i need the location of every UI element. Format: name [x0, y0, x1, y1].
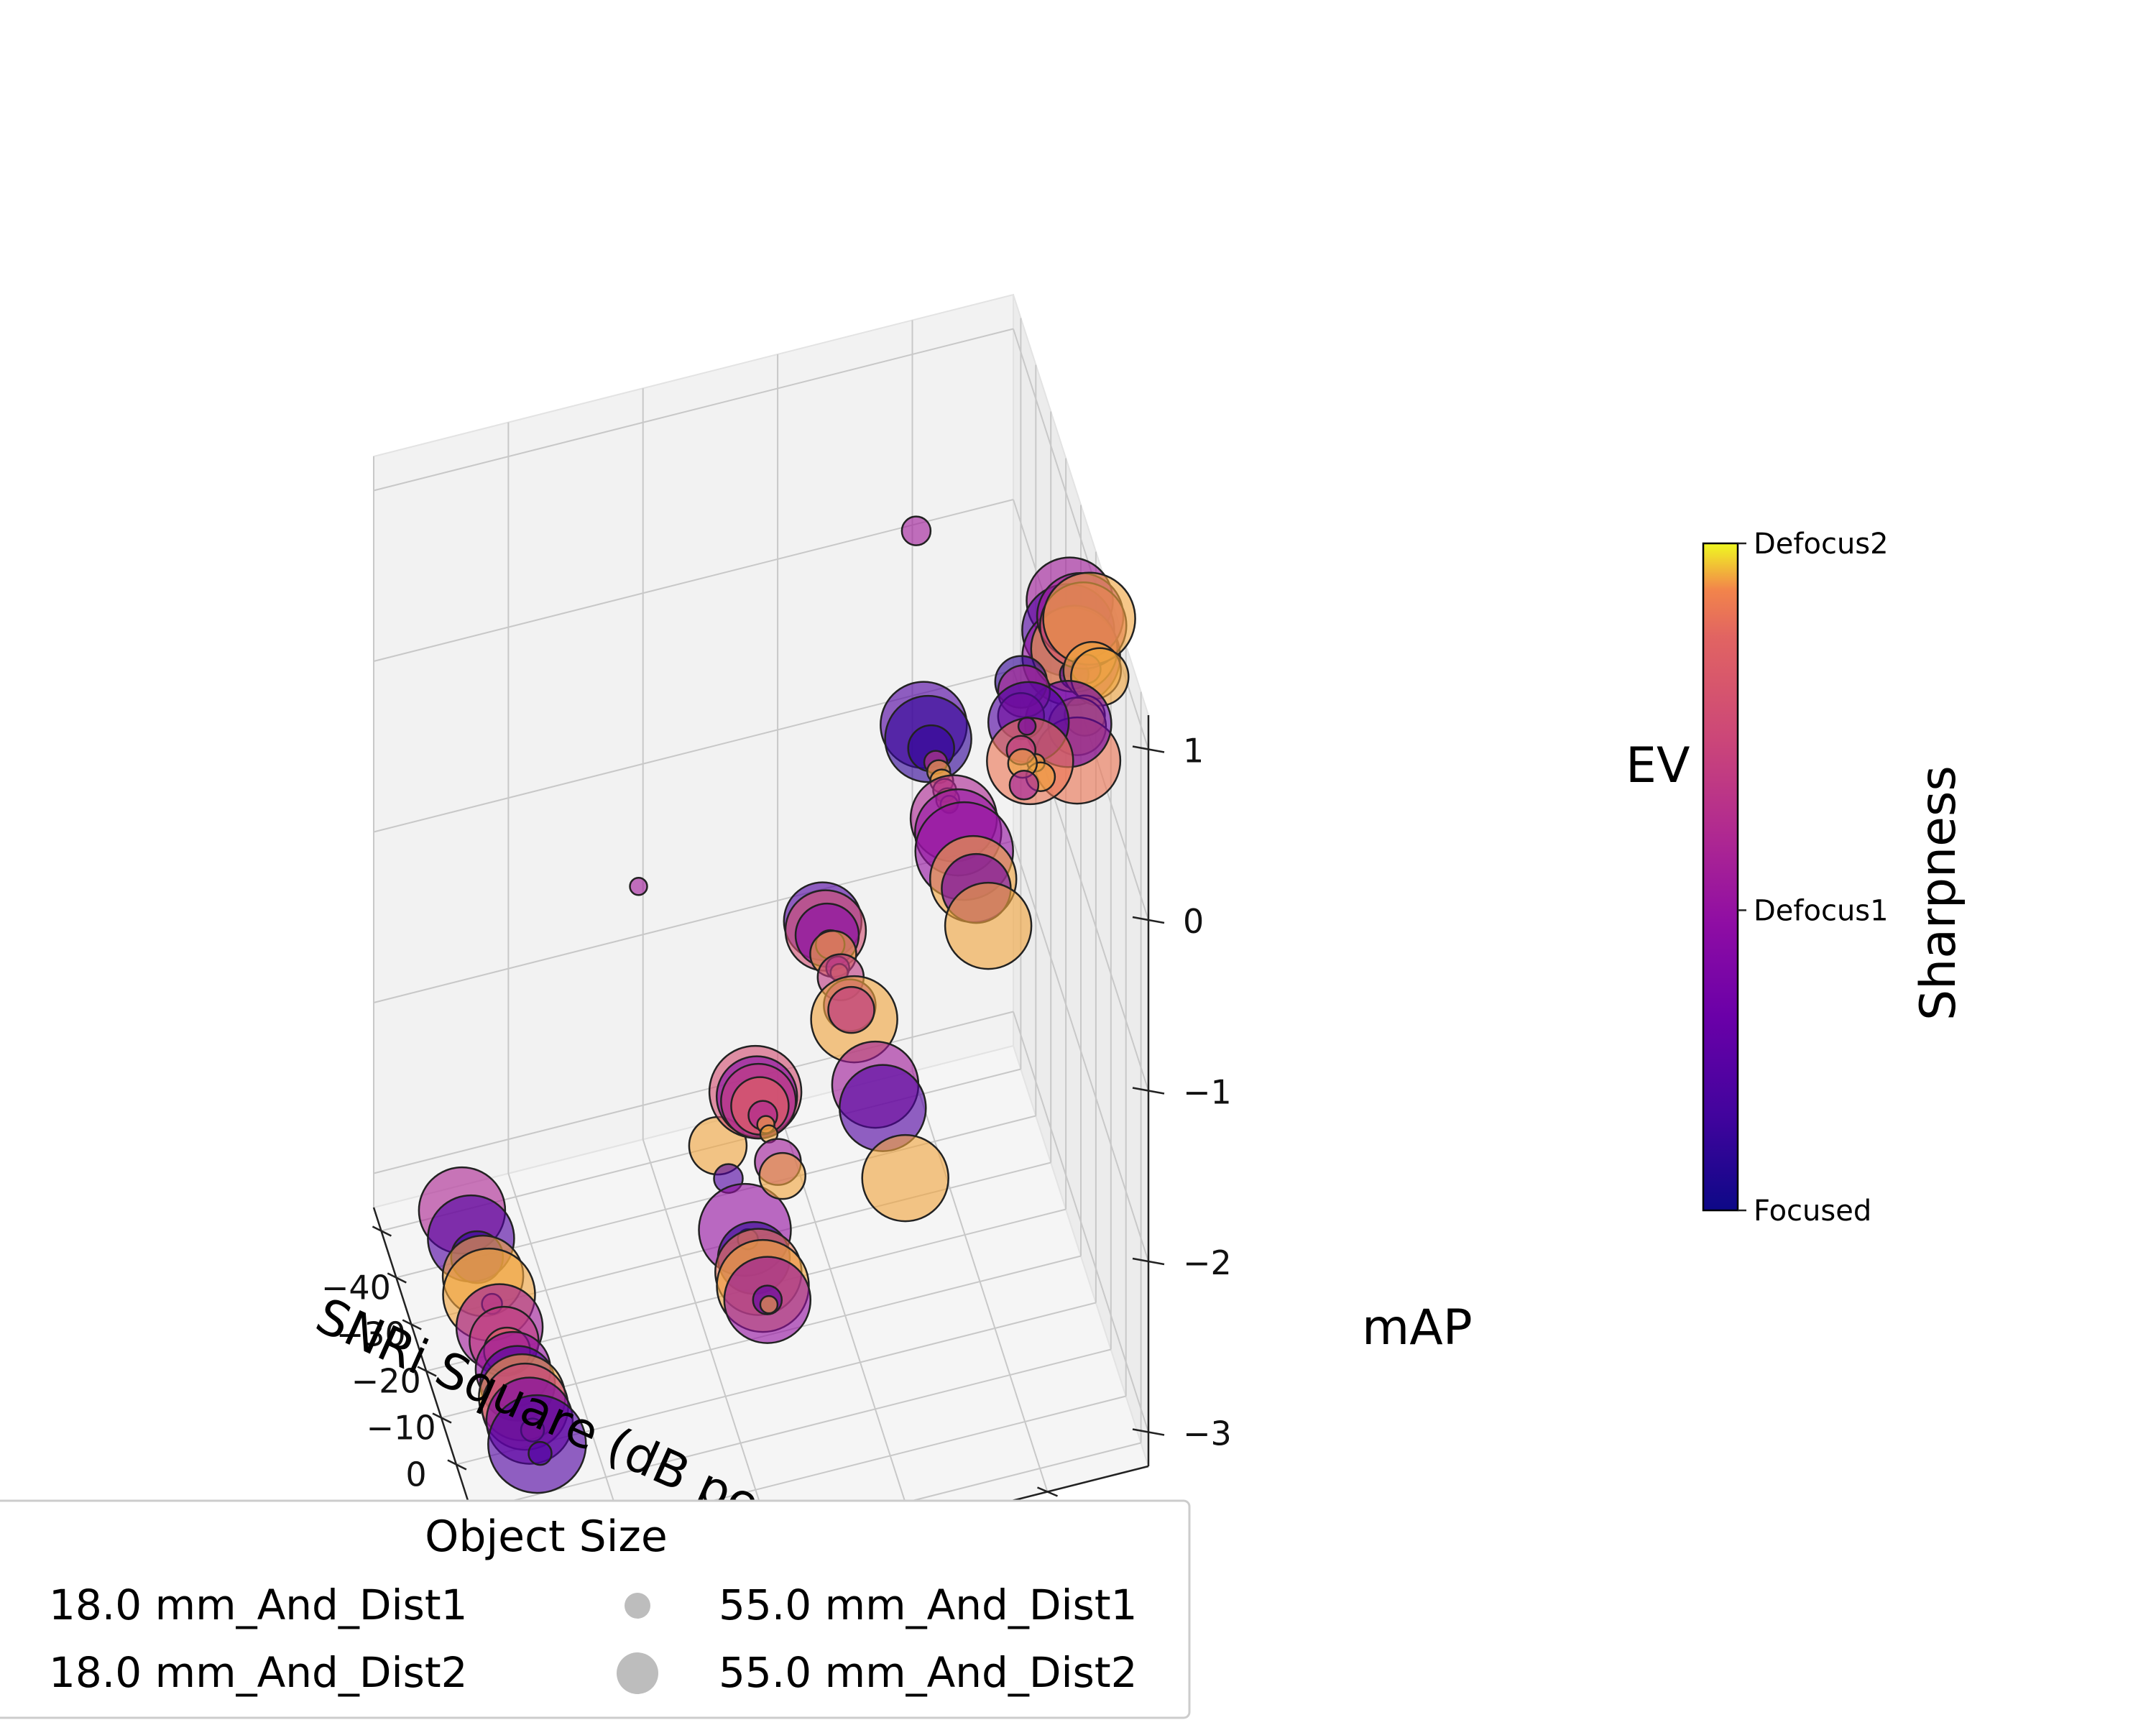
grid-line — [642, 1138, 779, 1560]
data-point — [1008, 770, 1040, 801]
legend-frame — [0, 1499, 1191, 1719]
colorbar-tick-label: Defocus1 — [1754, 894, 1889, 927]
x-tick-label: 0 — [405, 1455, 426, 1494]
legend-marker — [617, 1652, 658, 1694]
colorbar-tick-label: Focused — [1754, 1195, 1871, 1228]
x-tick — [402, 1319, 422, 1330]
z-tick — [1132, 1257, 1165, 1266]
data-point — [861, 1133, 949, 1223]
colorbar-label: Sharpness — [1910, 765, 1967, 1021]
data-point — [759, 1294, 779, 1315]
grid-line — [471, 1348, 1112, 1512]
x-tick-label: −20 — [351, 1362, 421, 1401]
grid-line — [1013, 840, 1149, 1262]
z-tick-label: −1 — [1183, 1073, 1232, 1112]
grid-line — [373, 840, 1014, 1003]
grid-line — [1013, 1011, 1149, 1432]
z-tick — [1132, 916, 1165, 924]
y-tick — [1037, 1486, 1058, 1497]
data-points — [418, 515, 1136, 1600]
legend-entry-label: 18.0 mm_And_Dist1 — [49, 1581, 467, 1629]
x-tick — [387, 1272, 407, 1284]
data-point — [758, 1151, 806, 1200]
data-point — [827, 985, 875, 1034]
data-point — [528, 1440, 553, 1466]
z-tick — [1132, 745, 1165, 753]
y-axis-label: mAP — [1362, 1300, 1473, 1356]
x-tick-label: −10 — [367, 1409, 436, 1448]
legend-entry-label: 18.0 mm_And_Dist2 — [49, 1648, 467, 1697]
legend-entry-label: 55.0 mm_And_Dist1 — [719, 1581, 1137, 1629]
colorbar — [1702, 542, 1739, 1212]
z-tick-label: −2 — [1183, 1243, 1232, 1282]
legend: Object Size 18.0 mm_And_Dist1 18.0 mm_An… — [0, 1499, 1191, 1719]
z-tick-label: 0 — [1183, 902, 1204, 941]
data-point — [1017, 717, 1037, 736]
legend-entry-label: 55.0 mm_And_Dist2 — [719, 1648, 1137, 1697]
x-tick — [417, 1366, 437, 1377]
x-tick-label: −30 — [336, 1315, 406, 1354]
x-tick — [447, 1459, 467, 1471]
grid-line — [373, 1011, 1014, 1174]
legend-marker — [625, 1593, 650, 1619]
grid-line — [373, 328, 1014, 492]
x-tick — [432, 1412, 452, 1424]
grid-line — [911, 1071, 1049, 1492]
data-point — [944, 881, 1033, 970]
colorbar-tick-label: Defocus2 — [1754, 528, 1889, 561]
x-tick-label: −40 — [321, 1269, 391, 1307]
x-tick — [372, 1225, 392, 1237]
z-tick-label: 1 — [1183, 732, 1204, 770]
colorbar-ticks: Defocus2 Defocus1 Focused — [1738, 528, 1889, 1228]
z-tick — [1132, 1428, 1165, 1436]
data-point — [629, 877, 648, 896]
z-tick-label: −3 — [1183, 1414, 1232, 1453]
z-tick — [1132, 1087, 1165, 1095]
legend-title: Object Size — [425, 1512, 668, 1562]
data-point — [900, 515, 932, 546]
z-axis-label: EV — [1626, 737, 1690, 794]
